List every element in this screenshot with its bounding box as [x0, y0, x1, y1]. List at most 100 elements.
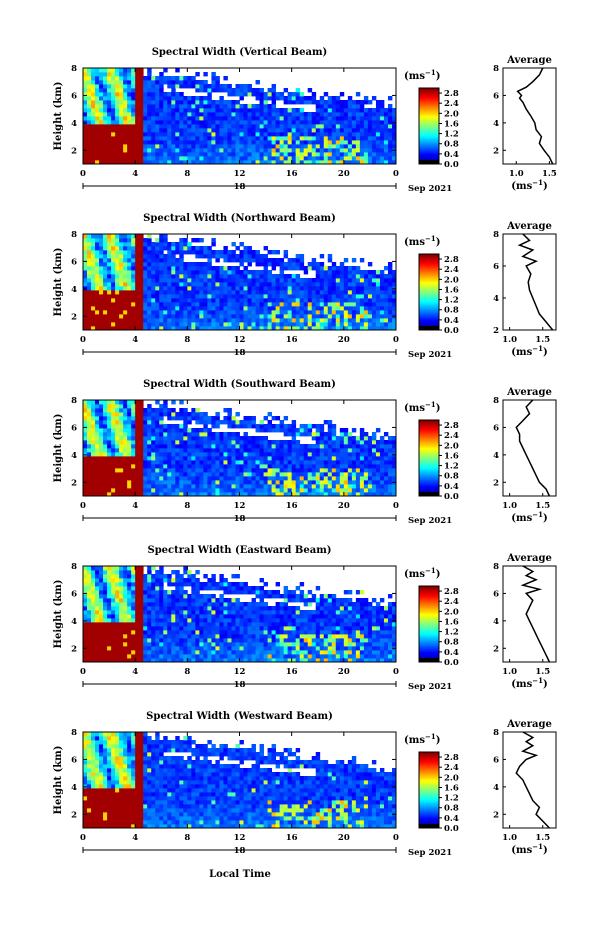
x-tick-label: 0: [393, 335, 399, 345]
panel-0: Spectral Width (Vertical Beam) 2 4 6 8 Height…: [53, 47, 557, 194]
x-tick-label: 4: [132, 667, 138, 677]
colorbar-low-swatch: [419, 326, 439, 330]
y-tick-label: 8: [71, 562, 77, 572]
average-x-tick-label: 1.0: [502, 833, 517, 843]
colorbar-tick-label: 2.0: [444, 109, 459, 119]
panel-4: Spectral Width (Westward Beam) 2 4 6 8 Height…: [53, 711, 557, 858]
average-frame: [502, 565, 557, 663]
colorbar-tick-label: 2.0: [444, 275, 459, 285]
average-line: [517, 233, 554, 331]
y-tick-label: 8: [71, 396, 77, 406]
average-frame: [502, 233, 557, 331]
average-y-tick-label: 8: [493, 562, 499, 572]
colorbar-frame: [418, 751, 440, 829]
average-x-tick-label: 1.5: [535, 335, 550, 345]
average-profile: Average 2 4 6 8 1.0 1.5(ms−1): [493, 553, 557, 690]
y-tick-label: 8: [71, 230, 77, 240]
heatmap-image: [83, 68, 397, 165]
colorbar-frame: [418, 585, 440, 663]
colorbar-low-swatch: [419, 160, 439, 164]
colorbar-tick-label: 2.4: [444, 597, 459, 607]
colorbar-tick-label: 1.6: [444, 451, 459, 461]
y-tick-label: 6: [71, 423, 77, 433]
average-profile: Average 2 4 6 8 1.0 1.5(ms−1): [493, 719, 557, 856]
date-label: Sep 2021: [408, 848, 452, 858]
average-y-tick-label: 2: [493, 146, 499, 156]
colorbar-tick-label: 2.8: [444, 753, 459, 763]
y-axis-label: Height (km): [53, 248, 64, 317]
day-label: 18: [234, 514, 246, 524]
y-tick-label: 4: [71, 783, 77, 793]
y-tick-label: 4: [71, 285, 77, 295]
colorbar-tick-label: 2.0: [444, 441, 459, 451]
average-y-tick-label: 6: [493, 423, 499, 433]
x-tick-label: 0: [80, 833, 86, 843]
average-x-tick-label: 1.0: [502, 501, 517, 511]
y-tick-label: 2: [71, 478, 77, 488]
average-y-tick-label: 8: [493, 230, 499, 240]
colorbar-tick-label: 0.8: [444, 306, 459, 316]
average-frame: [502, 731, 557, 829]
average-line: [516, 67, 554, 165]
average-unit-label: (ms−1): [511, 676, 547, 690]
x-tick-label: 0: [80, 335, 86, 345]
average-title: Average: [506, 553, 552, 564]
colorbar-low-swatch: [419, 824, 439, 828]
average-title: Average: [506, 55, 552, 66]
average-x-tick-label: 1.5: [542, 169, 557, 179]
colorbar-frame: [418, 419, 440, 497]
date-label: Sep 2021: [408, 350, 452, 360]
y-tick-label: 2: [71, 644, 77, 654]
x-tick-label: 16: [286, 501, 298, 511]
colorbar: 0.00.40.81.21.62.02.42.8: [418, 253, 459, 336]
colorbar-tick-label: 0.0: [444, 492, 459, 502]
average-y-tick-label: 2: [493, 810, 499, 820]
average-title: Average: [506, 387, 552, 398]
x-tick-label: 0: [393, 667, 399, 677]
colorbar-unit-label: (ms−1): [404, 400, 440, 414]
average-x-tick-label: 1.5: [535, 667, 550, 677]
x-tick-label: 0: [393, 833, 399, 843]
average-x-tick-label: 1.5: [535, 833, 550, 843]
average-x-tick-label: 1.5: [535, 501, 550, 511]
x-tick-label: 4: [132, 501, 138, 511]
colorbar-tick-label: 1.2: [444, 462, 459, 472]
y-tick-label: 8: [71, 728, 77, 738]
colorbar-tick-label: 0.4: [444, 150, 459, 160]
x-tick-label: 0: [393, 501, 399, 511]
x-tick-label: 12: [234, 169, 246, 179]
colorbar-unit-label: (ms−1): [404, 732, 440, 746]
y-tick-label: 2: [71, 146, 77, 156]
x-tick-label: 12: [234, 667, 246, 677]
colorbar-low-swatch: [419, 492, 439, 496]
colorbar: 0.00.40.81.21.62.02.42.8: [418, 751, 459, 834]
day-label: 18: [234, 348, 246, 358]
colorbar-tick-label: 2.8: [444, 89, 459, 99]
x-tick-label: 12: [234, 833, 246, 843]
date-label: Sep 2021: [408, 184, 452, 194]
average-frame: [502, 67, 557, 165]
x-tick-label: 20: [338, 833, 350, 843]
colorbar: 0.00.40.81.21.62.02.42.8: [418, 585, 459, 668]
colorbar-tick-label: 1.6: [444, 119, 459, 129]
colorbar-tick-label: 2.4: [444, 431, 459, 441]
average-title: Average: [506, 221, 552, 232]
average-unit-label: (ms−1): [511, 178, 547, 192]
x-tick-label: 20: [338, 169, 350, 179]
colorbar-tick-label: 0.8: [444, 472, 459, 482]
colorbar-tick-label: 0.0: [444, 658, 459, 668]
colorbar-tick-label: 1.6: [444, 783, 459, 793]
colorbar-tick-label: 2.0: [444, 607, 459, 617]
panel-title: Spectral Width (Southward Beam): [143, 379, 336, 390]
colorbar-unit-label: (ms−1): [404, 234, 440, 248]
y-tick-label: 2: [71, 312, 77, 322]
panel-title: Spectral Width (Eastward Beam): [147, 545, 331, 556]
colorbar-tick-label: 0.4: [444, 814, 459, 824]
x-tick-label: 16: [286, 667, 298, 677]
average-title: Average: [506, 719, 552, 730]
average-y-tick-label: 4: [493, 451, 499, 461]
heatmap-image: [83, 400, 397, 497]
x-tick-label: 4: [132, 169, 138, 179]
colorbar-low-swatch: [419, 658, 439, 662]
